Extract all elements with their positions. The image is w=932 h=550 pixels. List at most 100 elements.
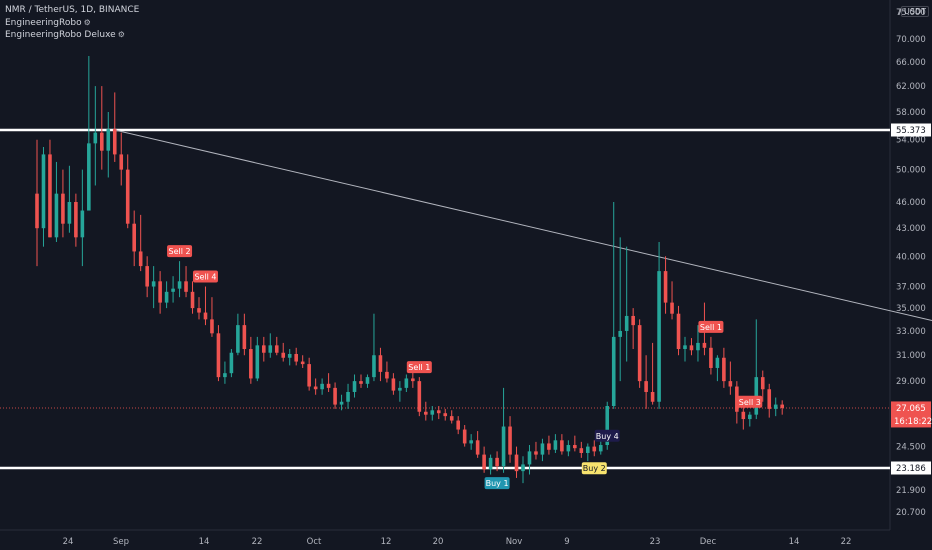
candle	[210, 297, 214, 337]
candle-body	[372, 355, 376, 378]
candle-body	[145, 266, 149, 287]
candle	[313, 378, 318, 395]
candle-body	[760, 377, 765, 390]
candle-body	[547, 443, 551, 450]
candle-body	[61, 193, 65, 224]
candle	[158, 271, 162, 314]
candle	[411, 370, 415, 388]
candle	[449, 410, 454, 424]
candle	[54, 161, 59, 242]
candle	[462, 425, 467, 447]
candle-body	[346, 391, 350, 402]
time-tick-label: 20	[433, 537, 444, 547]
signal-label: Buy 4	[594, 429, 620, 442]
candle-body	[391, 378, 396, 391]
indicator-engineeringrobo[interactable]: EngineeringRobo ⚙	[5, 17, 91, 28]
candle	[748, 411, 752, 427]
candle	[618, 237, 622, 382]
candle-body	[158, 281, 162, 303]
signal-labels: Sell 2 Sell 4 Sell 1 Buy 1 Buy 2 Buy 4 Sell 1 S…	[167, 245, 763, 490]
candle-body	[365, 377, 370, 384]
candle	[722, 347, 726, 388]
indicator-engineeringrobo-deluxe[interactable]: EngineeringRobo Deluxe ⚙	[5, 30, 125, 40]
candle-body	[378, 355, 383, 372]
time-tick-label: 22	[841, 537, 852, 547]
candle	[527, 445, 532, 475]
candle-body	[100, 132, 104, 151]
candle-body	[93, 132, 98, 144]
signal-label-text: Buy 1	[486, 479, 509, 488]
level-price-tag-box	[891, 123, 931, 137]
level-price-tag-box	[891, 461, 931, 475]
candle	[624, 246, 629, 362]
candle	[242, 313, 247, 356]
candle-body	[592, 446, 597, 452]
candle	[586, 443, 590, 462]
time-tick-label: 22	[252, 537, 263, 547]
time-tick-label: 24	[63, 537, 74, 547]
candle	[488, 454, 493, 475]
candle-body	[598, 445, 603, 452]
candle-body	[540, 443, 545, 455]
candle	[106, 112, 111, 178]
level-price-tag: 23.186	[891, 461, 931, 475]
candle	[274, 336, 279, 356]
time-tick-label: Sep	[113, 537, 129, 547]
gear-icon[interactable]: ⚙	[117, 30, 125, 39]
gear-icon[interactable]: ⚙	[83, 17, 91, 27]
candle-body	[417, 381, 422, 412]
candle-body	[741, 411, 746, 420]
candle-body	[748, 414, 752, 420]
candle-body	[307, 364, 311, 387]
candle-body	[249, 349, 253, 379]
signal-label-text: Sell 2	[169, 247, 191, 256]
candle-body	[728, 381, 733, 387]
candle	[579, 441, 584, 458]
price-tick-label: 43.000	[896, 224, 926, 234]
candle-body	[229, 352, 234, 374]
countdown-text: 16:18:22	[894, 417, 932, 427]
candle-body	[242, 325, 247, 350]
candle-body	[689, 345, 694, 351]
candle-body	[735, 386, 739, 412]
candle-body	[385, 371, 389, 379]
candle-body	[527, 451, 532, 465]
candle-body	[456, 420, 460, 430]
candle	[644, 355, 648, 409]
candle-body	[611, 336, 616, 407]
signal-label-box	[737, 395, 763, 408]
time-tick-label: 9	[564, 537, 569, 547]
candle	[112, 92, 117, 162]
candle	[281, 342, 286, 362]
candle-body	[436, 410, 441, 414]
candle-body	[411, 378, 415, 382]
last-price-tag-box	[891, 401, 931, 428]
candle-body	[618, 330, 622, 337]
price-tick-label: 21.900	[896, 486, 926, 496]
candle-body	[683, 345, 687, 350]
candle	[534, 441, 538, 460]
candle-body	[475, 440, 480, 455]
price-tick-label: 66.000	[896, 58, 926, 68]
candle	[255, 336, 260, 382]
candle	[268, 333, 273, 358]
candle	[333, 382, 337, 409]
candle-body	[54, 193, 59, 238]
candle	[80, 169, 85, 267]
price-tick-label: 62.000	[896, 82, 926, 92]
price-tick-label: 58.000	[896, 108, 926, 118]
candle	[683, 336, 687, 362]
signal-label-box	[698, 320, 724, 333]
candle	[514, 446, 519, 478]
price-tick-label: 24.500	[896, 443, 926, 453]
time-tick-label: 14	[199, 537, 210, 547]
candle-body	[223, 373, 227, 378]
candle-body	[164, 291, 169, 303]
candle-body	[586, 446, 590, 453]
candle	[663, 256, 668, 314]
candle	[773, 397, 778, 417]
currency-label[interactable]: USDT	[901, 6, 929, 17]
horizontal-levels	[0, 128, 890, 470]
candle-body	[138, 251, 143, 267]
